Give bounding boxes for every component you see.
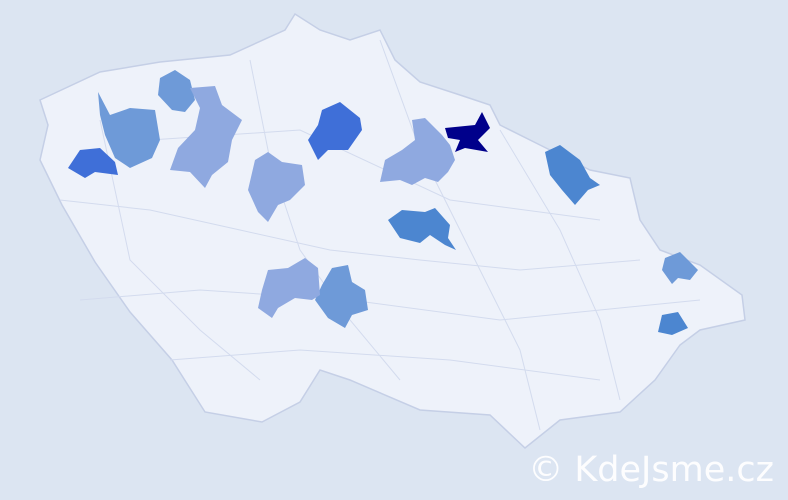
district-lightmed-3 [315,265,368,328]
district-light-1 [170,86,242,188]
district-lightmed-1 [98,92,160,168]
district-light-2 [248,152,305,222]
district-lightmed-4 [662,252,698,284]
district-light-4 [380,118,455,185]
country-outline [39,12,746,449]
district-medium-2 [388,208,456,250]
watermark: © KdeJsme.cz [528,450,774,490]
district-dark-1 [308,102,362,160]
district-medium-3 [658,312,688,335]
district-light-3 [258,258,320,318]
district-darkest [445,112,490,152]
district-dark-2 [68,148,118,178]
district-medium-1 [545,145,600,205]
district-lightmed-2 [158,70,195,112]
